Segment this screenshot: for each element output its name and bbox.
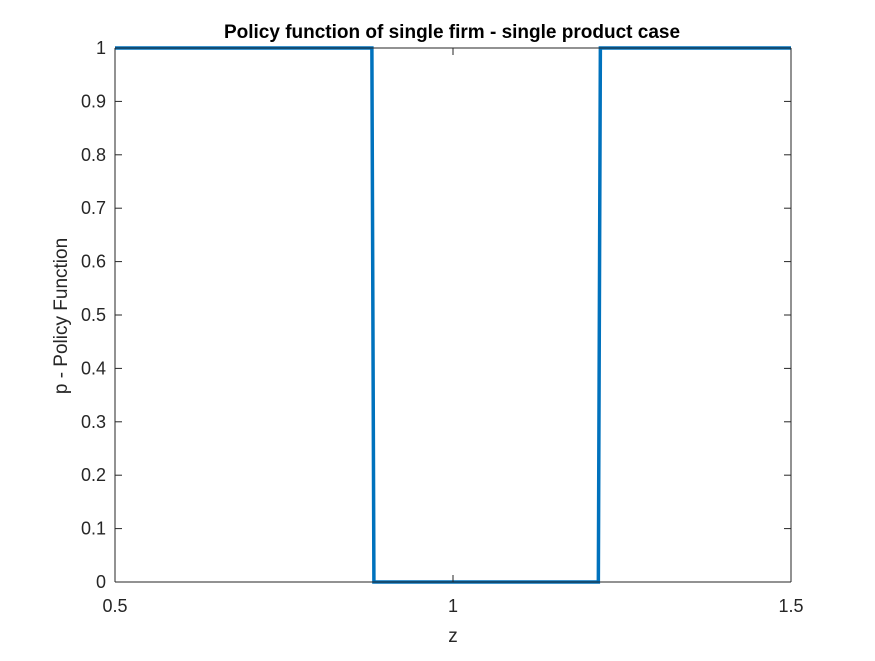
y-tick-label: 0.9 (81, 91, 106, 111)
x-ticks: 0.5 1 1.5 (102, 48, 804, 616)
y-tick-label: 0.8 (81, 145, 106, 165)
x-tick-label: 1.5 (778, 596, 803, 616)
y-tick-label: 0.4 (81, 358, 106, 378)
y-tick-label: 0.3 (81, 412, 106, 432)
y-axis-label: p - Policy Function (51, 238, 72, 394)
plot-area (115, 48, 791, 582)
x-tick-label: 1 (448, 596, 458, 616)
y-tick-label: 1 (96, 38, 106, 58)
y-tick-label: 0 (96, 572, 106, 592)
y-tick-label: 0.2 (81, 465, 106, 485)
plot-background (115, 48, 791, 582)
y-ticks: 0 0.1 0.2 0.3 0.4 0.5 0.6 0.7 0.8 0.9 1 (81, 38, 791, 592)
y-tick-label: 0.7 (81, 198, 106, 218)
chart-title: Policy function of single firm - single … (224, 22, 680, 43)
x-axis-label: z (448, 626, 458, 647)
y-tick-label: 0.1 (81, 519, 106, 539)
y-tick-label: 0.6 (81, 252, 106, 272)
y-tick-label: 0.5 (81, 305, 106, 325)
x-tick-label: 0.5 (102, 596, 127, 616)
